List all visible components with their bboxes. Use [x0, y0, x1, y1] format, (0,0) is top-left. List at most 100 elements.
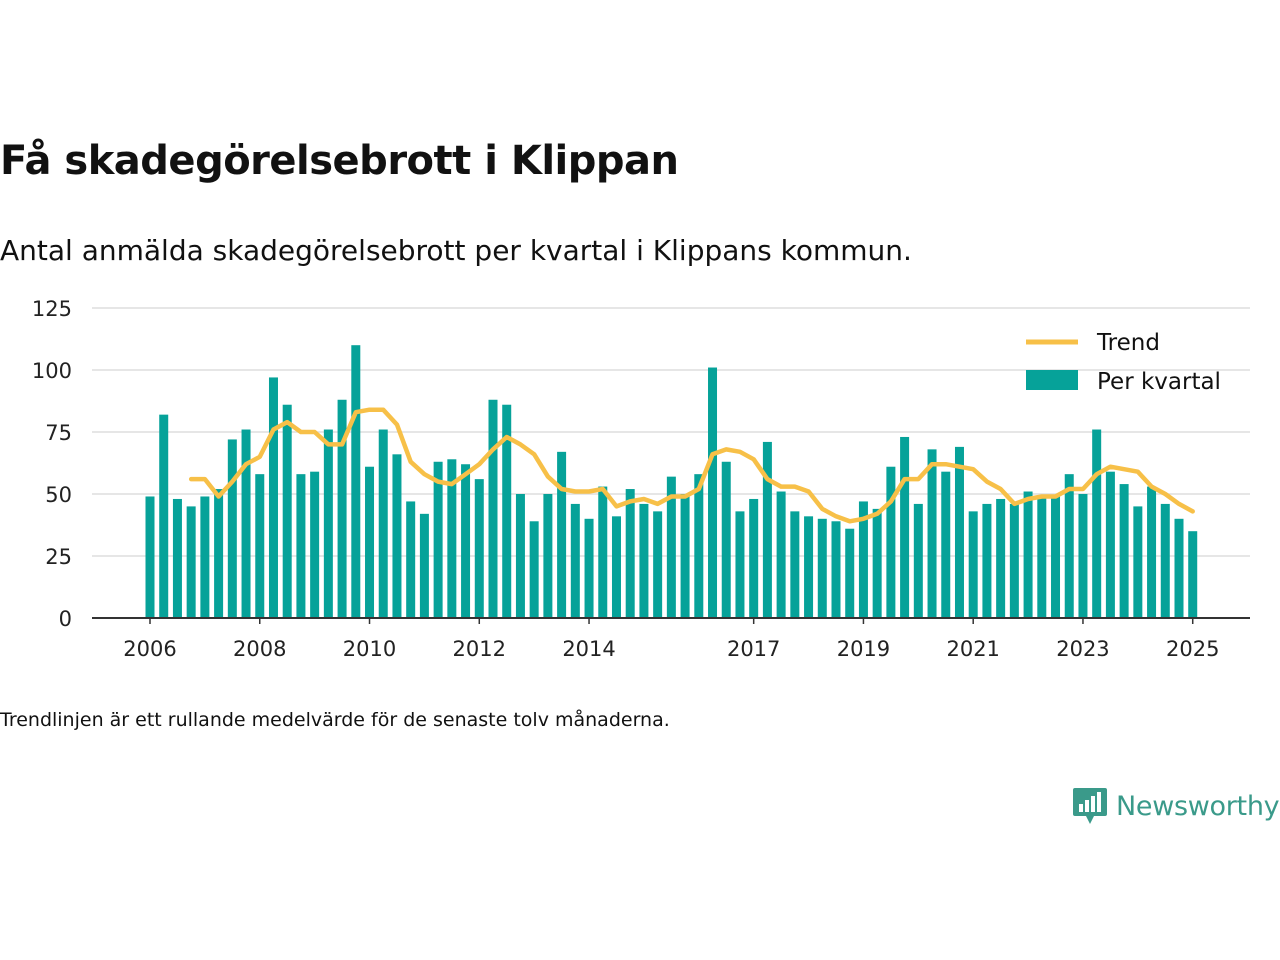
bar — [255, 474, 265, 618]
bar — [721, 461, 731, 618]
newsworthy-logo-text: Newsworthy — [1116, 790, 1280, 822]
bar — [982, 503, 992, 618]
bar — [694, 474, 704, 618]
bar — [900, 436, 910, 618]
x-tick-label: 2012 — [453, 637, 506, 661]
bar — [200, 496, 210, 618]
bar — [1147, 486, 1157, 618]
bar — [296, 474, 306, 618]
bar — [1133, 506, 1143, 618]
bar — [1009, 503, 1019, 618]
bar — [145, 496, 155, 618]
bar — [1188, 531, 1198, 618]
bar — [474, 479, 484, 618]
bar — [365, 466, 375, 618]
bar — [954, 446, 964, 618]
y-tick-label: 75 — [45, 421, 72, 445]
bar — [529, 521, 539, 618]
bar-series — [145, 345, 1198, 618]
x-tick-label: 2014 — [562, 637, 615, 661]
bar — [268, 377, 278, 618]
bar — [214, 489, 224, 618]
legend-bar-label: Per kvartal — [1097, 369, 1221, 395]
bar — [392, 454, 402, 618]
bar — [557, 451, 567, 618]
x-tick-label: 2017 — [727, 637, 780, 661]
bar — [1174, 518, 1184, 618]
bar — [241, 429, 251, 618]
bar — [735, 511, 745, 618]
bar — [1078, 494, 1088, 618]
trend-line — [188, 407, 1195, 524]
bar — [680, 494, 690, 618]
bar — [172, 498, 182, 618]
bar — [461, 464, 471, 618]
y-tick-label: 125 — [32, 297, 72, 321]
bar — [913, 503, 923, 618]
legend-trend-label: Trend — [1096, 330, 1160, 356]
bar — [1037, 496, 1047, 618]
bar — [515, 494, 525, 618]
x-tick-label: 2006 — [123, 637, 176, 661]
bar — [282, 404, 292, 618]
bar — [831, 521, 841, 618]
bar — [749, 498, 759, 618]
bar — [543, 494, 553, 618]
bar — [653, 511, 663, 618]
chart-footnote: Trendlinjen är ett rullande medelvärde f… — [0, 709, 670, 731]
legend-bar-swatch — [1026, 370, 1078, 390]
bar — [762, 441, 772, 618]
bar — [941, 471, 951, 618]
y-tick-label: 100 — [32, 359, 72, 383]
bar — [488, 399, 498, 618]
newsworthy-logo: Newsworthy — [1072, 786, 1280, 826]
bar — [598, 486, 608, 618]
bar — [968, 511, 978, 618]
newsworthy-logo-icon — [1073, 788, 1107, 824]
x-tick-label: 2025 — [1166, 637, 1219, 661]
chart-svg: 0 25 50 75 100 125 2006 2008 2010 2012 2014 2017 201… — [32, 297, 1250, 661]
axes: 0 25 50 75 100 125 2006 2008 2010 2012 2014 2017 201… — [32, 297, 1250, 661]
bar — [502, 404, 512, 618]
x-tick-label: 2008 — [233, 637, 286, 661]
y-tick-label: 50 — [45, 483, 72, 507]
bar — [351, 345, 361, 618]
bar — [996, 498, 1006, 618]
x-tick-label: 2010 — [343, 637, 396, 661]
legend: Trend Per kvartal — [1026, 330, 1221, 395]
x-tick-label: 2023 — [1056, 637, 1109, 661]
bar — [1160, 503, 1170, 618]
bar — [927, 449, 937, 618]
bar — [886, 466, 896, 618]
bar — [186, 506, 196, 618]
bar — [625, 489, 635, 618]
bar — [433, 461, 443, 618]
bar — [1119, 484, 1129, 618]
bar — [227, 439, 237, 618]
bar — [323, 429, 333, 618]
bar — [1023, 491, 1033, 618]
bar — [790, 511, 800, 618]
bar — [776, 491, 786, 618]
bar — [817, 518, 827, 618]
bar — [584, 518, 594, 618]
y-tick-label: 25 — [45, 545, 72, 569]
bar — [159, 414, 169, 618]
bar — [1051, 496, 1061, 618]
bar — [708, 367, 718, 618]
bar — [611, 516, 621, 618]
bar — [858, 501, 868, 618]
x-tick-label: 2019 — [837, 637, 890, 661]
bar — [666, 476, 676, 618]
y-tick-label: 0 — [59, 607, 72, 631]
chart-title: Få skadegörelsebrott i Klippan — [0, 138, 679, 184]
bar — [310, 471, 320, 618]
bar — [804, 516, 814, 618]
bar — [872, 508, 882, 618]
bar — [1092, 429, 1102, 618]
bar — [639, 503, 649, 618]
bar — [419, 513, 429, 618]
bar — [406, 501, 416, 618]
bar — [570, 503, 580, 618]
bar — [447, 459, 457, 618]
